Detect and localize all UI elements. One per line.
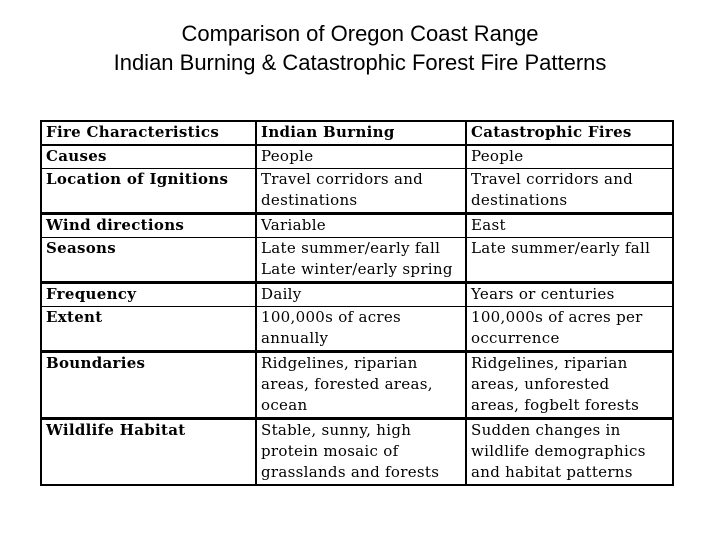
col-header-catastrophic-fires: Catastrophic Fires [465, 120, 674, 146]
cell-catastrophic-fires: Ridgelines, riparian areas, unforested a… [465, 351, 674, 419]
slide-title-line1: Comparison of Oregon Coast Range [181, 21, 539, 46]
cell-indian-burning: Late summer/early fall Late winter/early… [255, 237, 467, 283]
comparison-table: Fire Characteristics Indian Burning Cata… [40, 120, 674, 486]
slide-title-line2: Indian Burning & Catastrophic Forest Fir… [113, 50, 607, 75]
row-label: Wind directions [40, 213, 257, 238]
table-row-extent: Extent 100,000s of acres annually 100,00… [40, 306, 674, 352]
cell-catastrophic-fires: People [465, 144, 674, 169]
table-row-boundaries: Boundaries Ridgelines, riparian areas, f… [40, 351, 674, 419]
cell-catastrophic-fires: 100,000s of acres per occurrence [465, 306, 674, 352]
row-label: Extent [40, 306, 257, 352]
row-label: Boundaries [40, 351, 257, 419]
cell-catastrophic-fires: East [465, 213, 674, 238]
table-row-causes: Causes People People [40, 144, 674, 169]
table-row-location-of-ignitions: Location of Ignitions Travel corridors a… [40, 168, 674, 214]
cell-indian-burning: Variable [255, 213, 467, 238]
table-row-seasons: Seasons Late summer/early fall Late wint… [40, 237, 674, 283]
cell-indian-burning: Ridgelines, riparian areas, forested are… [255, 351, 467, 419]
row-label: Seasons [40, 237, 257, 283]
table-row-wind-directions: Wind directions Variable East [40, 213, 674, 238]
row-label: Causes [40, 144, 257, 169]
cell-indian-burning: Daily [255, 282, 467, 307]
row-label: Location of Ignitions [40, 168, 257, 214]
cell-catastrophic-fires: Years or centuries [465, 282, 674, 307]
row-label: Wildlife Habitat [40, 418, 257, 486]
col-header-indian-burning: Indian Burning [255, 120, 467, 146]
row-label: Frequency [40, 282, 257, 307]
cell-catastrophic-fires: Sudden changes in wildlife demographics … [465, 418, 674, 486]
slide-title: Comparison of Oregon Coast Range Indian … [0, 19, 720, 77]
cell-indian-burning: Stable, sunny, high protein mosaic of gr… [255, 418, 467, 486]
cell-catastrophic-fires: Travel corridors and destinations [465, 168, 674, 214]
table-row-frequency: Frequency Daily Years or centuries [40, 282, 674, 307]
cell-indian-burning: 100,000s of acres annually [255, 306, 467, 352]
col-header-fire-characteristics: Fire Characteristics [40, 120, 257, 146]
cell-indian-burning: Travel corridors and destinations [255, 168, 467, 214]
cell-catastrophic-fires: Late summer/early fall [465, 237, 674, 283]
cell-indian-burning: People [255, 144, 467, 169]
table-header-row: Fire Characteristics Indian Burning Cata… [40, 120, 674, 146]
table-row-wildlife-habitat: Wildlife Habitat Stable, sunny, high pro… [40, 418, 674, 486]
